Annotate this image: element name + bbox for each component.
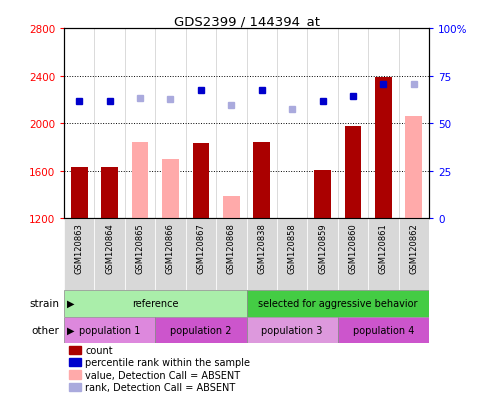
Text: GSM120866: GSM120866 xyxy=(166,223,175,273)
Text: ▶: ▶ xyxy=(67,299,74,309)
Text: GSM120860: GSM120860 xyxy=(349,223,357,273)
Text: selected for aggressive behavior: selected for aggressive behavior xyxy=(258,299,418,309)
Text: reference: reference xyxy=(132,299,178,309)
Bar xyxy=(307,219,338,290)
Text: ▶: ▶ xyxy=(67,325,74,335)
Bar xyxy=(338,317,429,344)
Bar xyxy=(155,219,186,290)
Title: GDS2399 / 144394_at: GDS2399 / 144394_at xyxy=(174,15,319,28)
Bar xyxy=(368,219,398,290)
Bar xyxy=(95,219,125,290)
Text: GSM120859: GSM120859 xyxy=(318,223,327,273)
Bar xyxy=(398,219,429,290)
Text: strain: strain xyxy=(29,299,59,309)
Bar xyxy=(64,219,95,290)
Text: other: other xyxy=(31,325,59,335)
Bar xyxy=(246,317,338,344)
Text: GSM120838: GSM120838 xyxy=(257,223,266,273)
Text: GSM120864: GSM120864 xyxy=(105,223,114,273)
Bar xyxy=(193,144,209,219)
Legend: count, percentile rank within the sample, value, Detection Call = ABSENT, rank, : count, percentile rank within the sample… xyxy=(69,345,250,392)
Bar xyxy=(162,159,179,219)
Text: GSM120865: GSM120865 xyxy=(136,223,144,273)
Bar xyxy=(338,219,368,290)
Bar xyxy=(64,317,155,344)
Bar xyxy=(125,219,155,290)
Bar xyxy=(186,219,216,290)
Bar xyxy=(64,290,246,317)
Text: population 2: population 2 xyxy=(170,325,232,335)
Bar xyxy=(132,143,148,219)
Text: GSM120861: GSM120861 xyxy=(379,223,388,273)
Bar xyxy=(216,219,246,290)
Text: GSM120867: GSM120867 xyxy=(196,223,206,273)
Text: population 1: population 1 xyxy=(79,325,141,335)
Bar xyxy=(223,196,240,219)
Bar xyxy=(277,219,307,290)
Text: population 4: population 4 xyxy=(352,325,414,335)
Bar xyxy=(405,117,422,219)
Text: population 3: population 3 xyxy=(261,325,323,335)
Bar xyxy=(71,168,88,219)
Bar xyxy=(253,142,270,219)
Bar xyxy=(246,219,277,290)
Text: GSM120862: GSM120862 xyxy=(409,223,418,273)
Text: GSM120858: GSM120858 xyxy=(287,223,297,273)
Bar xyxy=(375,78,391,219)
Text: GSM120868: GSM120868 xyxy=(227,223,236,273)
Bar xyxy=(345,127,361,219)
Text: GSM120863: GSM120863 xyxy=(75,223,84,273)
Bar xyxy=(246,290,429,317)
Bar xyxy=(314,170,331,219)
Bar xyxy=(155,317,246,344)
Bar xyxy=(102,167,118,219)
